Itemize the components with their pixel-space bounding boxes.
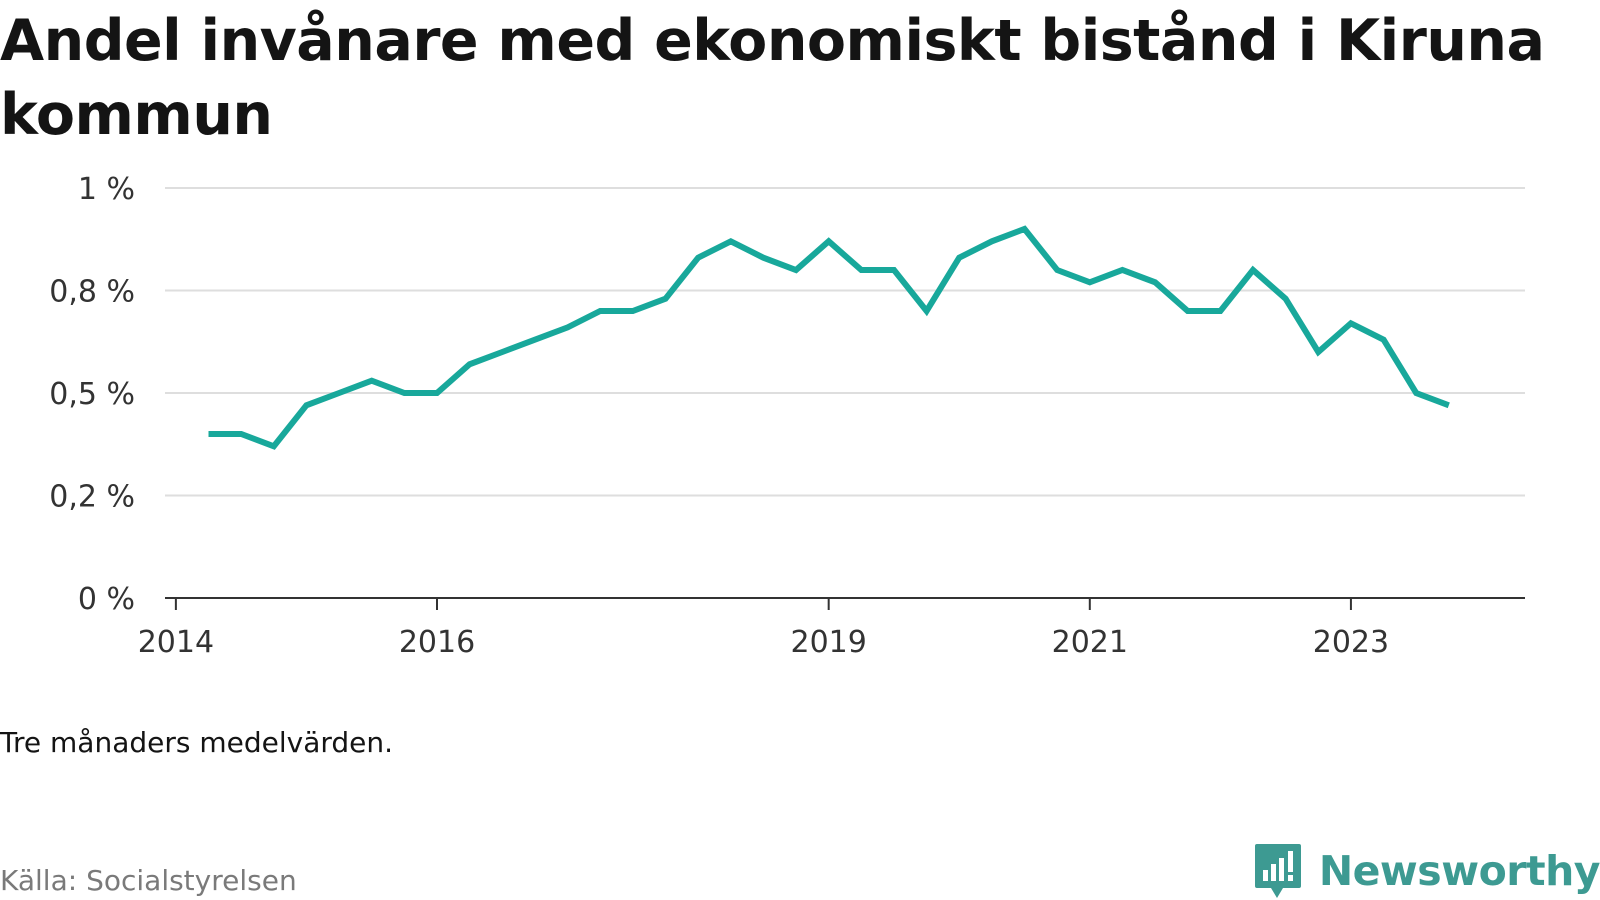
- x-tick-label: 2014: [138, 625, 214, 660]
- line-chart: 0 % 0,2 % 0,5 % 0,8 % 1 % 2014 2016 2019 2021 202…: [49, 172, 1525, 660]
- y-tick-label: 0,8 %: [49, 275, 135, 310]
- brand-name: Newsworthy: [1318, 847, 1600, 895]
- brand-logo: Newsworthy: [1253, 840, 1600, 900]
- x-tick-label: 2019: [791, 625, 867, 660]
- x-tick-label: 2016: [399, 625, 475, 660]
- y-tick-label: 0,2 %: [49, 480, 135, 515]
- source-credit: Källa: Socialstyrelsen: [0, 864, 297, 897]
- chart-note: Tre månaders medelvärden.: [0, 726, 394, 759]
- newsworthy-chart-bubble-icon: [1254, 844, 1301, 898]
- series-line: [208, 225, 1450, 450]
- chart-title: Andel invånare med ekonomiskt bistånd i …: [0, 8, 1545, 148]
- x-tick-label: 2021: [1052, 625, 1128, 660]
- y-tick-label: 0,5 %: [49, 377, 135, 412]
- y-tick-label: 0 %: [78, 582, 135, 617]
- y-tick-label: 1 %: [78, 172, 135, 207]
- x-tick-label: 2023: [1313, 625, 1389, 660]
